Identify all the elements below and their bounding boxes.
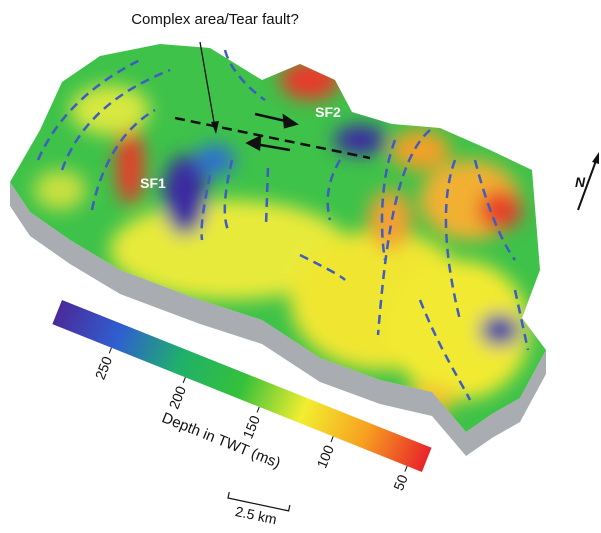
colorbar-title: Depth in TWT (ms): [159, 409, 282, 472]
annotation: Complex area/Tear fault?: [131, 11, 299, 28]
colorbar-tick: [109, 348, 111, 354]
scale-bar: 2.5 km: [224, 492, 290, 529]
colorbar-tick-label: 250: [92, 354, 116, 382]
colorbar-tick-label: 100: [313, 443, 337, 471]
colorbar-tick: [405, 466, 407, 472]
colorbar-tick: [331, 436, 333, 442]
sf1-label: SF1: [140, 175, 166, 191]
colorbar-tick-label: 200: [166, 383, 190, 411]
sf2-label: SF2: [315, 104, 341, 120]
colorbar-tick-label: 150: [239, 413, 263, 441]
surface: [0, 30, 560, 450]
colorbar-tick: [257, 407, 259, 413]
colorbar-tick: [183, 377, 185, 383]
colorbar-tick-label: 50: [390, 472, 411, 493]
figure: Complex area/Tear fault? SF1 SF2 N Depth…: [0, 0, 601, 533]
north-label: N: [575, 174, 586, 190]
north-arrow: N: [575, 152, 599, 210]
